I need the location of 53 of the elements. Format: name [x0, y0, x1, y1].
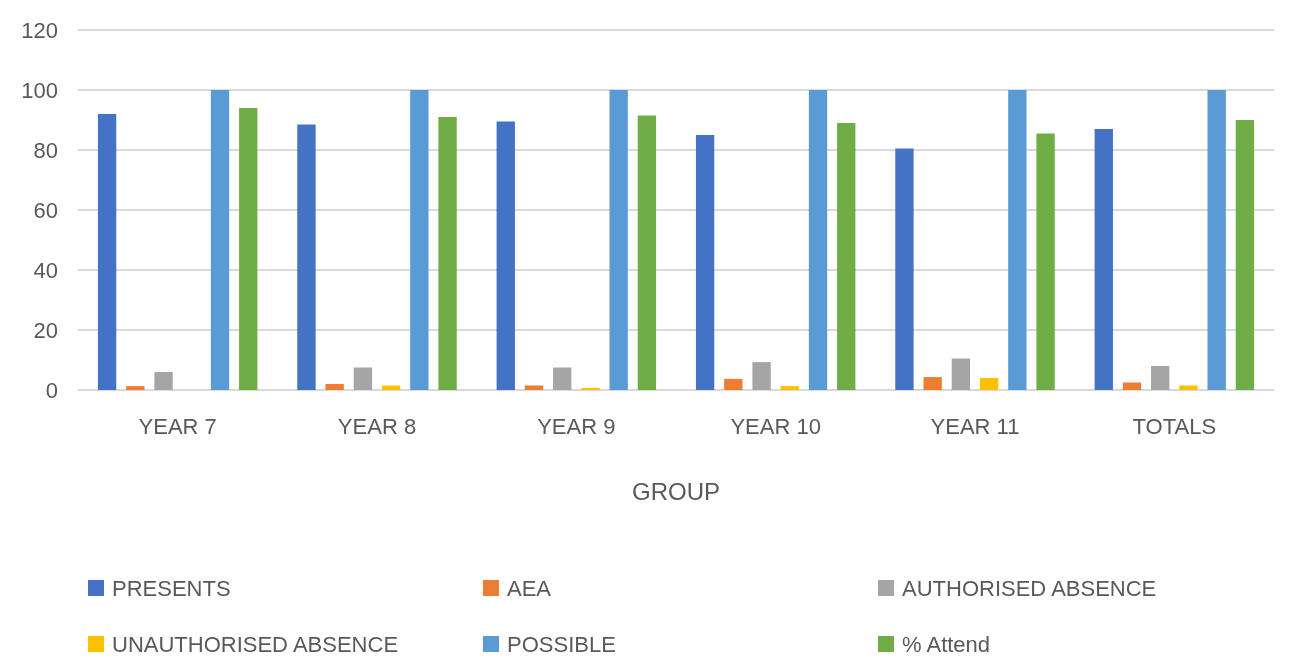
bar	[951, 358, 971, 390]
bar	[154, 372, 173, 390]
x-tick-label: YEAR 9	[537, 414, 616, 439]
bar	[780, 386, 799, 390]
y-tick-label: 60	[33, 197, 58, 223]
bar	[126, 386, 145, 390]
bar	[808, 90, 828, 390]
bar	[1036, 133, 1055, 390]
bar	[637, 115, 657, 390]
bar	[239, 108, 258, 390]
bar	[410, 90, 429, 390]
bar	[1122, 382, 1142, 390]
bar	[496, 121, 515, 390]
x-tick-label: YEAR 11	[930, 414, 1020, 439]
bar	[724, 378, 743, 390]
bar	[210, 90, 230, 390]
bar	[979, 378, 999, 390]
y-tick-label: 40	[33, 257, 58, 283]
bar	[1207, 90, 1226, 390]
y-tick-label: 20	[33, 317, 58, 343]
bar	[1235, 120, 1255, 390]
legend-label: UNAUTHORISED ABSENCE	[112, 631, 399, 657]
bar	[97, 114, 117, 390]
bar	[923, 377, 942, 390]
bar	[895, 148, 914, 390]
bar	[581, 387, 600, 390]
y-tick-label: 120	[21, 17, 58, 43]
bar	[695, 135, 715, 390]
bar	[609, 90, 628, 390]
bar	[438, 117, 457, 390]
legend-label: AEA	[507, 575, 552, 601]
bar	[837, 123, 856, 390]
bar	[752, 362, 771, 390]
bar	[297, 124, 316, 390]
bar	[325, 384, 344, 390]
x-tick-label: YEAR 8	[337, 414, 417, 439]
bar	[1094, 129, 1113, 390]
bar	[1179, 385, 1198, 390]
x-tick-label: YEAR 7	[138, 414, 217, 439]
bar	[1151, 366, 1170, 390]
bar	[1008, 90, 1027, 390]
legend-label: PRESENTS	[112, 575, 231, 601]
bar	[553, 367, 572, 390]
x-tick-label: TOTALS	[1132, 414, 1217, 439]
y-tick-label: 0	[45, 377, 58, 403]
y-tick-label: 100	[21, 77, 58, 103]
x-axis-title: GROUP	[631, 478, 721, 505]
y-tick-label: 80	[33, 137, 58, 163]
bar	[353, 367, 373, 390]
x-tick-label: YEAR 10	[730, 414, 821, 439]
legend-label: AUTHORISED ABSENCE	[902, 575, 1157, 601]
legend-label: POSSIBLE	[507, 631, 616, 657]
legend-label: % Attend	[902, 631, 991, 657]
